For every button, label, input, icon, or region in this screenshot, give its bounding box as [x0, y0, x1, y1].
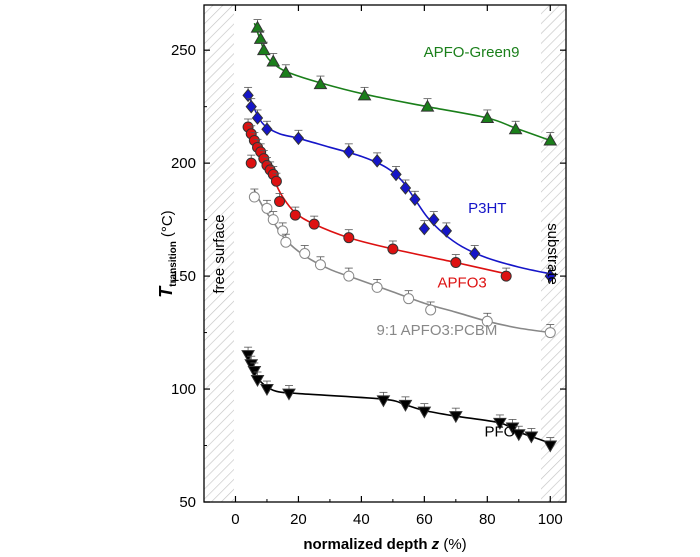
point-pfo [260, 384, 274, 397]
x-tick-label: 80 [479, 511, 496, 528]
point-apfo3 [289, 209, 301, 221]
series-label-apfo3: APFO3 [438, 274, 487, 291]
point-p3ht [428, 212, 440, 227]
point-p3ht [418, 221, 430, 236]
x-tick-label: 100 [538, 511, 563, 528]
point-9-1-apfo3-pcbm [314, 259, 326, 271]
x-axis-title: normalized depth z (%) [303, 536, 466, 553]
point-p3ht [469, 246, 481, 261]
x-tick-label: 40 [353, 511, 370, 528]
series-labels: APFO-Green9 P3HT APFO3 9:1 APFO3:PCBM PFO [376, 44, 519, 441]
x-axis-title-unit: (%) [443, 536, 466, 553]
point-pfo [376, 395, 391, 408]
point-pfo [250, 375, 265, 388]
point-apfo3 [308, 218, 320, 230]
point-9-1-apfo3-pcbm [371, 281, 383, 293]
y-tick-label: 100 [171, 381, 196, 398]
x-tick-label: 60 [416, 511, 433, 528]
point-p3ht [292, 131, 305, 146]
point-apfo-green9 [278, 65, 293, 78]
substrate-label: substrate [544, 223, 561, 285]
plot-frame [203, 4, 567, 503]
free-surface-label: free surface [211, 214, 228, 293]
point-9-1-apfo3-pcbm [299, 248, 311, 259]
point-pfo [448, 411, 463, 424]
point-p3ht [544, 269, 556, 283]
point-pfo [524, 431, 539, 444]
point-apfo-green9 [508, 122, 523, 135]
point-apfo-green9 [253, 31, 268, 44]
point-9-1-apfo3-pcbm [261, 202, 273, 214]
point-pfo [398, 399, 413, 412]
point-apfo-green9 [250, 20, 265, 33]
y-axis-title-sub: transition [168, 241, 179, 287]
y-tick-label: 50 [179, 494, 196, 511]
y-tick-label: 250 [171, 42, 196, 59]
point-9-1-apfo3-pcbm [277, 225, 289, 237]
point-apfo3 [500, 270, 512, 282]
series-label-pfo: PFO [484, 423, 515, 440]
point-apfo3 [274, 196, 286, 208]
y-tick-label: 200 [171, 155, 196, 172]
point-apfo-green9 [357, 88, 372, 101]
x-axis-title-var: z [431, 536, 440, 553]
point-apfo3 [450, 257, 462, 269]
point-p3ht [409, 192, 421, 207]
y-axis-title-unit: (°C) [159, 210, 176, 237]
point-pfo [417, 406, 432, 419]
point-9-1-apfo3-pcbm [280, 236, 292, 248]
point-apfo3 [270, 175, 282, 187]
data-markers [241, 19, 558, 453]
x-axis-title-text: normalized depth [303, 536, 427, 553]
point-p3ht [343, 145, 355, 159]
series-label-apfo-green9: APFO-Green9 [424, 44, 520, 61]
point-apfo3 [343, 232, 355, 244]
point-p3ht [399, 181, 412, 195]
y-axis-title-symbol: T [156, 285, 176, 298]
point-p3ht [371, 154, 383, 168]
point-apfo3 [387, 243, 399, 255]
point-pfo [505, 422, 520, 435]
point-9-1-apfo3-pcbm [267, 214, 279, 226]
point-apfo-green9 [543, 133, 558, 146]
x-tick-label: 20 [290, 511, 307, 528]
point-apfo-green9 [313, 77, 328, 90]
point-9-1-apfo3-pcbm [425, 304, 437, 316]
series-label-9-1-apfo3-pcbm: 9:1 APFO3:PCBM [376, 322, 497, 339]
point-9-1-apfo3-pcbm [544, 327, 556, 339]
point-apfo3 [245, 157, 257, 169]
y-axis-title: Ttransition (°C) [156, 210, 179, 297]
point-p3ht [440, 224, 453, 238]
point-9-1-apfo3-pcbm [248, 191, 260, 203]
point-apfo-green9 [266, 54, 281, 67]
point-p3ht [251, 111, 264, 125]
point-p3ht [390, 167, 402, 182]
point-p3ht [261, 122, 273, 137]
axis-ticks: 0 20 40 60 80 100 50 100 150 200 250 [171, 5, 566, 528]
substrate-region [541, 5, 566, 502]
point-apfo-green9 [256, 43, 271, 56]
point-9-1-apfo3-pcbm [481, 315, 493, 327]
point-pfo [282, 388, 296, 401]
series-label-p3ht: P3HT [468, 200, 506, 217]
point-9-1-apfo3-pcbm [343, 270, 355, 282]
point-pfo [493, 417, 507, 430]
free-surface-region [204, 5, 234, 502]
y-tick-label: 150 [171, 268, 196, 285]
point-apfo-green9 [420, 99, 435, 112]
point-pfo [511, 429, 526, 442]
point-apfo-green9 [480, 110, 495, 123]
point-9-1-apfo3-pcbm [403, 293, 415, 305]
x-tick-label: 0 [231, 511, 239, 528]
point-pfo [543, 440, 558, 453]
